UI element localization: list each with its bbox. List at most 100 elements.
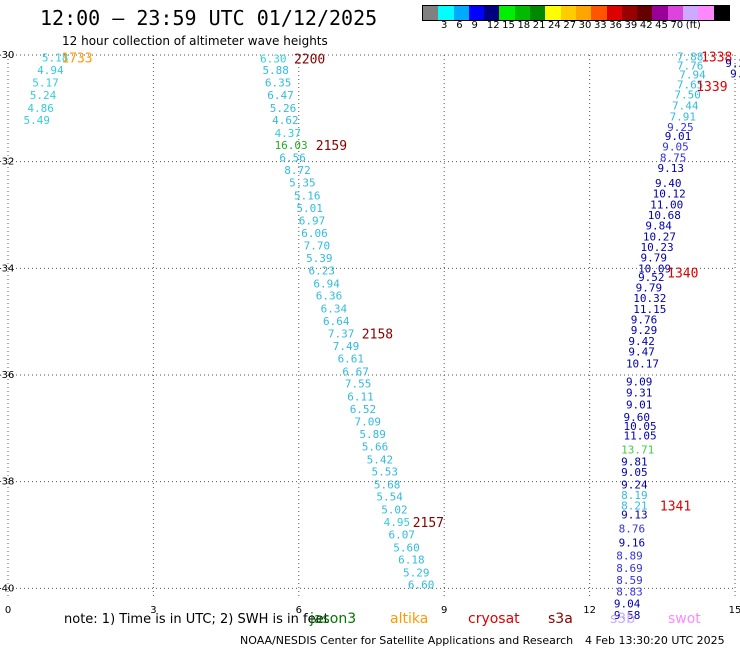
wave-height-value: 9.42	[628, 335, 655, 348]
legend-swatch	[545, 6, 561, 20]
wave-height-value: 6.61	[338, 352, 365, 365]
wave-height-value: 5.02	[381, 503, 408, 516]
wave-height-value: 6.30	[260, 53, 287, 66]
wave-height-value: 10.68	[648, 209, 681, 222]
x-tick-label: 12	[583, 605, 596, 616]
legend-tick-label: 12	[486, 20, 500, 31]
wave-height-value: 7.91	[670, 110, 697, 123]
wave-height-value: 7.50	[674, 88, 701, 101]
wave-height-value: 5.49	[24, 114, 50, 127]
wave-height-value: 11.05	[624, 429, 657, 442]
wave-height-value: 8.19	[621, 489, 648, 502]
wave-height-value: 6.06	[301, 227, 328, 240]
wave-height-value: 7.49	[333, 340, 360, 353]
wave-height-value: 4.95	[384, 516, 411, 529]
wave-height-value: 9.05	[662, 141, 689, 154]
footer-timestamp: 4 Feb 13:30:20 UTC 2025	[585, 634, 725, 647]
wave-height-value: 8.89	[616, 549, 643, 562]
pass-time-label: 1733	[61, 52, 92, 67]
wave-height-value: 8.59	[616, 574, 643, 587]
wave-height-value: 5.29	[403, 566, 430, 579]
wave-height-value: 10.27	[643, 230, 676, 243]
satellite-legend-s3b: s3b	[610, 611, 636, 627]
wave-height-value: 9.29	[631, 324, 658, 337]
wave-height-value: 5.54	[376, 491, 403, 504]
wave-height-value: 8.21	[621, 500, 648, 513]
wave-height-value: 6.23	[308, 264, 335, 277]
wave-height-value: 7.09	[355, 415, 382, 428]
legend-tick-label: 27	[563, 20, 577, 31]
legend-swatch	[560, 6, 576, 20]
wave-height-value: 9.13	[621, 509, 648, 522]
legend-swatch	[484, 6, 500, 20]
satellite-legend-altika: altika	[390, 611, 429, 627]
wave-height-value: 4.86	[27, 102, 53, 115]
legend-swatch	[652, 6, 668, 20]
legend-tick-label: 30	[578, 20, 592, 31]
x-tick-label: 6	[296, 605, 302, 616]
wave-height-value: 5.88	[262, 64, 289, 77]
wave-height-value: 5.66	[362, 440, 389, 453]
wave-height-value: 6.56	[279, 151, 306, 164]
wave-height-value: 7.76	[677, 60, 704, 73]
pass-time-label: 2157	[413, 516, 444, 531]
wave-height-value: 4.62	[272, 114, 299, 127]
legend-swatch	[683, 6, 699, 20]
wave-height-value: 9.84	[645, 220, 672, 233]
wave-height-value: 5.39	[306, 252, 333, 265]
legend-tick-label: 36	[609, 20, 622, 31]
pass-time-label: 2158	[362, 327, 393, 342]
wave-height-value: 4.37	[275, 127, 302, 140]
y-tick-label: -30	[0, 50, 14, 61]
wave-height-value: 8.69	[616, 562, 643, 575]
wave-height-value: 7.37	[328, 327, 355, 340]
wave-height-value: 5.24	[30, 89, 57, 102]
legend-tick-label: (ft)	[685, 20, 701, 31]
wave-height-value: 8.72	[284, 164, 311, 177]
footer-credit: NOAA/NESDIS Center for Satellite Applica…	[240, 634, 574, 647]
wave-height-value: 16.03	[275, 139, 308, 152]
legend-swatch	[621, 6, 638, 20]
legend-swatch	[453, 6, 469, 20]
wave-height-value: 9.24	[621, 478, 648, 491]
wave-height-value: 6.52	[350, 403, 377, 416]
wave-height-value: 5.68	[374, 478, 401, 491]
x-tick-label: 15	[729, 605, 740, 616]
wave-height-value: 7.44	[672, 100, 699, 113]
satellite-legend-cryosat: cryosat	[468, 611, 520, 627]
wave-height-value: 8.76	[619, 523, 646, 536]
legend-tick-label: 42	[639, 20, 653, 31]
legend-tick-label: 45	[655, 20, 668, 31]
wave-height-value: 9.52	[638, 271, 665, 284]
wave-height-value: 6.94	[313, 277, 340, 290]
legend-swatch	[575, 6, 592, 20]
wave-height-value: 10.09	[638, 262, 671, 275]
wave-height-value: 8.83	[616, 586, 643, 599]
wave-height-value: 9.05	[621, 466, 648, 479]
legend-tick-label: 9	[471, 20, 478, 31]
wave-height-value: 6.97	[299, 214, 326, 227]
y-tick-label: -32	[0, 157, 14, 168]
satellite-legend-swot: swot	[668, 611, 701, 627]
legend-tick-label: 18	[517, 20, 531, 31]
wave-height-value: 6.60	[408, 579, 435, 592]
color-legend-labels: 3 6 9 12 15 18 21 24 27 30 33 36 39 42 45 70 (ft)	[422, 20, 740, 34]
wave-height-value: 6.67	[342, 365, 369, 378]
wave-height-value: 7.65	[677, 78, 704, 91]
wave-height-value: 10.05	[624, 420, 657, 433]
wave-height-value: 9.81	[621, 455, 648, 468]
wave-height-value: 6.11	[347, 390, 374, 403]
wave-height-value: 4.94	[37, 64, 64, 77]
legend-swatch	[468, 6, 485, 20]
legend-swatch	[499, 6, 515, 20]
legend-swatch	[438, 6, 454, 20]
legend-swatch	[698, 6, 714, 20]
y-tick-label: -40	[0, 583, 14, 594]
legend-swatch	[423, 6, 439, 20]
wave-height-value: 7.55	[345, 378, 372, 391]
wave-height-value: 5.17	[32, 77, 59, 90]
legend-swatch	[637, 6, 653, 20]
wave-height-value: 7.88	[677, 51, 704, 64]
wave-height-value: 6.34	[321, 302, 348, 315]
